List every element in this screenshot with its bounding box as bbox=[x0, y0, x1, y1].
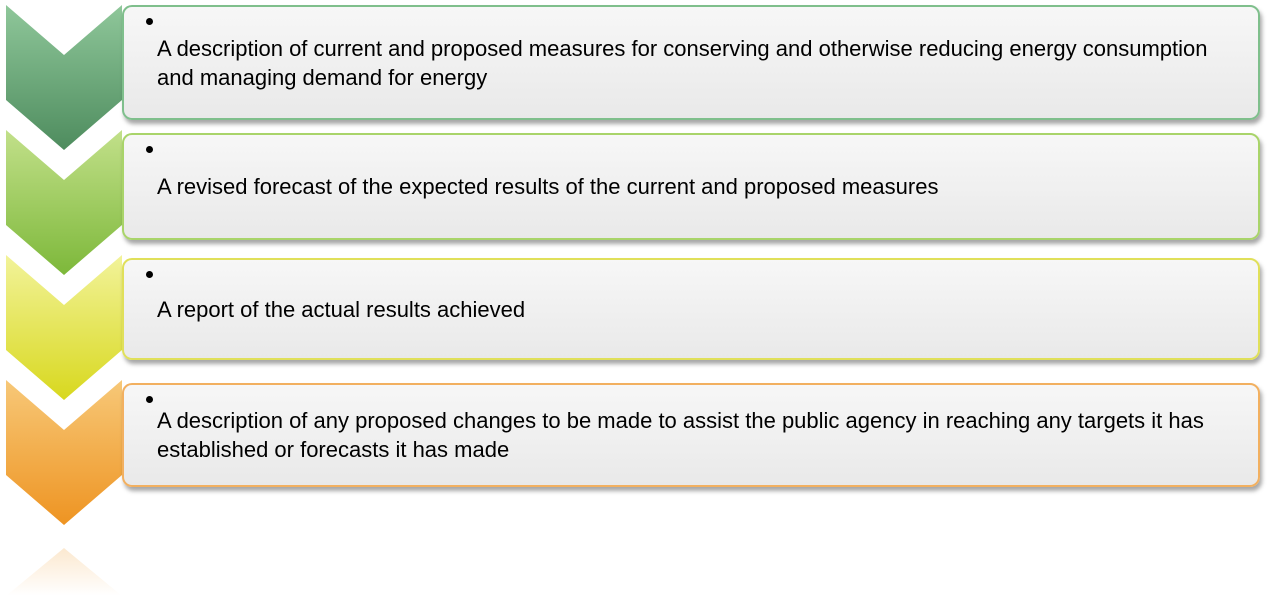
bullet bbox=[146, 271, 153, 278]
bullet bbox=[146, 18, 153, 25]
item-text: A report of the actual results achieved bbox=[157, 296, 526, 322]
chevron bbox=[6, 380, 122, 525]
list-item: A report of the actual results achieved bbox=[122, 258, 1260, 360]
list-item: A description of any proposed changes to… bbox=[122, 383, 1260, 487]
item-text: A description of any proposed changes to… bbox=[157, 408, 1204, 462]
chevron-reflection bbox=[6, 548, 122, 596]
chevron bbox=[6, 5, 122, 150]
list-item: A description of current and proposed me… bbox=[122, 5, 1260, 120]
item-text: A revised forecast of the expected resul… bbox=[157, 174, 939, 199]
bullet bbox=[146, 396, 153, 403]
chevrons bbox=[6, 5, 122, 596]
bullet bbox=[146, 146, 153, 153]
item-text: A description of current and proposed me… bbox=[157, 35, 1208, 90]
list-item: A revised forecast of the expected resul… bbox=[122, 133, 1260, 240]
chevron bbox=[6, 130, 122, 275]
chevron bbox=[6, 255, 122, 400]
